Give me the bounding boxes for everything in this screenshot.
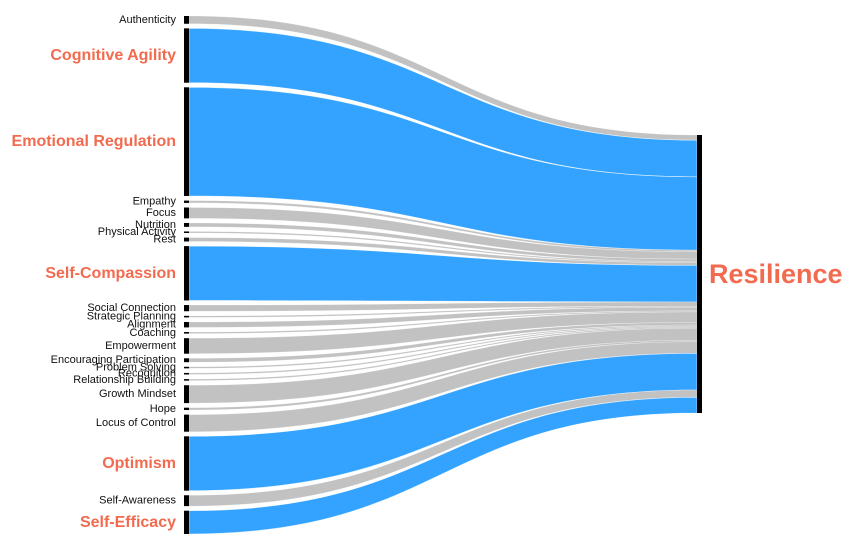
node-label-recognition: Recognition: [118, 368, 176, 380]
node-label-growth-mindset: Growth Mindset: [99, 388, 176, 400]
node-label-focus: Focus: [146, 207, 176, 219]
flow-self-efficacy: [188, 396, 698, 535]
node-bar-cognitive-agility: [184, 28, 189, 83]
node-bar-strategic-planning: [184, 315, 189, 318]
node-label-optimism: Optimism: [102, 455, 176, 472]
node-label-authenticity: Authenticity: [119, 14, 176, 26]
node-label-rest: Rest: [153, 234, 176, 246]
node-bar-authenticity: [184, 16, 189, 24]
node-bar-physical-activity: [184, 231, 189, 234]
node-label-empowerment: Empowerment: [105, 340, 176, 352]
node-bar-coaching: [184, 332, 189, 334]
node-label-nutrition: Nutrition: [135, 219, 176, 231]
node-label-emotional-regulation: Emotional Regulation: [12, 133, 176, 150]
node-label-physical-activity: Physical Activity: [98, 226, 177, 238]
node-bar-nutrition: [184, 222, 189, 227]
node-bar-alignment: [184, 321, 189, 328]
node-label-strategic-planning: Strategic Planning: [87, 311, 176, 323]
node-label-self-efficacy: Self-Efficacy: [80, 514, 176, 531]
node-label-hope: Hope: [150, 403, 176, 415]
node-label-empathy: Empathy: [133, 196, 177, 208]
node-label-self-compassion: Self-Compassion: [45, 265, 176, 282]
node-bar-social-connection: [184, 305, 189, 312]
node-bar-locus-of-control: [184, 414, 189, 432]
node-label-cognitive-agility: Cognitive Agility: [50, 47, 176, 64]
node-bar-optimism: [184, 436, 189, 491]
node-label-relationship-building: Relationship Building: [73, 374, 176, 386]
node-bar-growth-mindset: [184, 385, 189, 404]
node-bar-relationship-building: [184, 379, 189, 381]
node-bar-problem-solving: [184, 366, 189, 369]
node-label-problem-solving: Problem Solving: [96, 362, 176, 374]
node-label-locus-of-control: Locus of Control: [96, 417, 176, 429]
node-bar-self-awareness: [184, 495, 189, 507]
node-label-coaching: Coaching: [130, 327, 176, 339]
target-node-bar: [697, 135, 702, 413]
node-label-alignment: Alignment: [127, 319, 176, 331]
node-bar-focus: [184, 207, 189, 219]
node-label-social-connection: Social Connection: [87, 302, 176, 314]
node-bar-recognition: [184, 372, 189, 375]
flow-links: [188, 15, 698, 535]
node-bar-hope: [184, 407, 189, 411]
node-label-self-awareness: Self-Awareness: [99, 495, 176, 507]
source-node-labels: Authenticity Cognitive Agility Emotional R…: [12, 14, 177, 531]
node-label-encouraging-participation: Encouraging Participation: [51, 354, 176, 366]
node-bar-empathy: [184, 200, 189, 203]
node-bar-self-efficacy: [184, 510, 189, 534]
node-bar-emotional-regulation: [184, 87, 189, 196]
node-bar-rest: [184, 237, 189, 242]
target-node-label: Resilience: [709, 259, 843, 289]
source-node-bars: [184, 16, 189, 534]
node-bar-encouraging-participation: [184, 358, 189, 363]
node-bar-empowerment: [184, 338, 189, 354]
node-bar-self-compassion: [184, 246, 189, 301]
